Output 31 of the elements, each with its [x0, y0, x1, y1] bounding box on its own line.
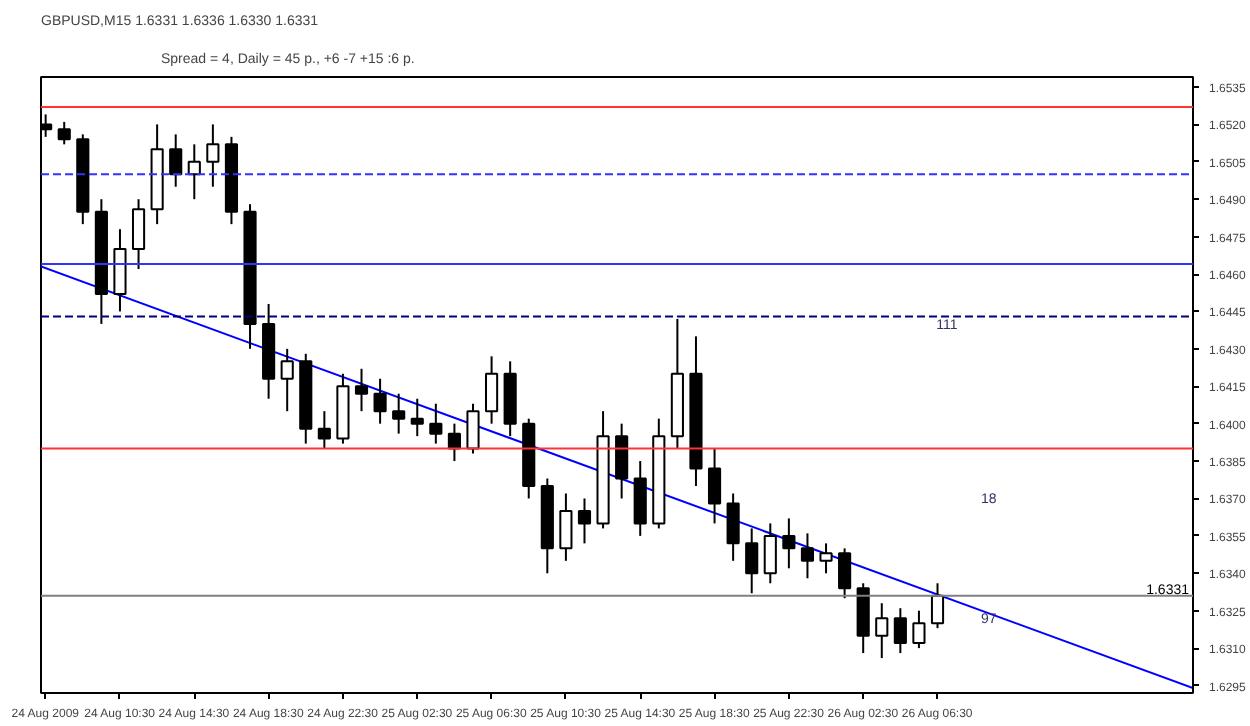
candlestick: [485, 355, 499, 425]
candlestick: [838, 547, 852, 600]
candlestick: [745, 527, 759, 595]
candlestick: [57, 120, 71, 146]
candlestick: [392, 392, 406, 435]
candlestick: [317, 410, 331, 450]
candlestick: [912, 609, 926, 650]
candlestick: [113, 228, 127, 313]
candlestick: [559, 492, 573, 562]
candlestick: [856, 582, 870, 655]
candlestick: [466, 402, 480, 455]
candlestick: [373, 377, 387, 425]
candlestick: [131, 198, 146, 271]
candlestick: [169, 133, 183, 188]
candlestick: [763, 522, 777, 585]
candlestick: [354, 367, 369, 413]
candlestick: [206, 123, 220, 188]
candlestick: [893, 607, 907, 655]
candlestick: [410, 397, 424, 438]
candlestick: [875, 602, 889, 660]
candlestick: [800, 532, 815, 580]
candlestick: [819, 542, 833, 575]
candlestick: [930, 582, 945, 630]
candlestick: [633, 460, 647, 537]
candlestick: [577, 497, 592, 545]
candlestick: [429, 402, 443, 445]
candlestick: [615, 422, 629, 500]
candlestick: [726, 492, 740, 562]
candlestick: [782, 517, 796, 570]
candlestick: [707, 447, 722, 525]
candlestick: [280, 347, 294, 413]
